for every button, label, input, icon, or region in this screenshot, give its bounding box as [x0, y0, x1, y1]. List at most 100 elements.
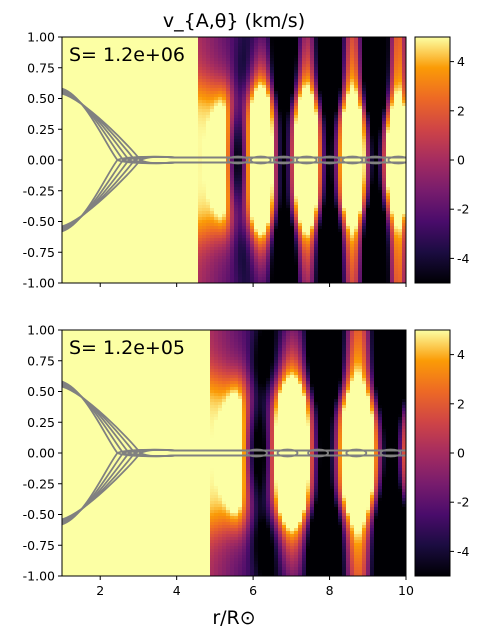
- heatmap-cell: [266, 142, 271, 146]
- heatmap-cell: [154, 70, 159, 74]
- heatmap-cell: [170, 229, 175, 233]
- heatmap-cell: [78, 130, 83, 134]
- heatmap-cell: [166, 187, 171, 191]
- heatmap-cell: [78, 115, 83, 119]
- heatmap-cell: [282, 61, 287, 65]
- heatmap-cell: [234, 265, 239, 269]
- heatmap-cell: [242, 121, 247, 125]
- heatmap-cell: [190, 232, 195, 236]
- heatmap-cell: [114, 40, 119, 44]
- heatmap-cell: [194, 199, 199, 203]
- heatmap-cell: [218, 85, 223, 89]
- heatmap-cell: [290, 70, 295, 74]
- heatmap-cell: [102, 151, 107, 155]
- heatmap-cell: [66, 61, 71, 65]
- heatmap-cell: [226, 133, 231, 137]
- heatmap-cell: [250, 43, 255, 47]
- heatmap-cell: [298, 241, 303, 245]
- heatmap-cell: [126, 40, 131, 44]
- heatmap-cell: [154, 85, 159, 89]
- heatmap-cell: [154, 136, 159, 140]
- heatmap-cell: [138, 277, 143, 281]
- heatmap-cell: [194, 268, 199, 272]
- heatmap-cell: [190, 247, 195, 251]
- heatmap-cell: [166, 232, 171, 236]
- heatmap-cell: [198, 118, 203, 122]
- heatmap-cell: [138, 169, 143, 173]
- heatmap-cell: [190, 187, 195, 191]
- heatmap-cell: [298, 127, 303, 131]
- heatmap-cell: [70, 88, 75, 92]
- heatmap-cell: [230, 274, 235, 278]
- heatmap-cell: [278, 181, 283, 185]
- heatmap-cell: [194, 40, 199, 44]
- heatmap-cell: [142, 244, 147, 248]
- heatmap-cell: [226, 127, 231, 131]
- heatmap-cell: [82, 133, 87, 137]
- heatmap-cell: [266, 145, 271, 149]
- heatmap-cell: [118, 91, 123, 95]
- heatmap-cell: [142, 241, 147, 245]
- heatmap-cell: [210, 184, 215, 188]
- heatmap-cell: [178, 196, 183, 200]
- heatmap-cell: [234, 229, 239, 233]
- heatmap-cell: [90, 49, 95, 53]
- heatmap-cell: [214, 268, 219, 272]
- heatmap-cell: [74, 247, 79, 251]
- heatmap-cell: [230, 70, 235, 74]
- heatmap-cell: [74, 184, 79, 188]
- heatmap-cell: [226, 40, 231, 44]
- heatmap-cell: [78, 118, 83, 122]
- heatmap-cell: [266, 151, 271, 155]
- heatmap-cell: [142, 259, 147, 263]
- heatmap-cell: [282, 79, 287, 83]
- heatmap-cell: [74, 211, 79, 215]
- heatmap-cell: [130, 166, 135, 170]
- heatmap-cell: [266, 109, 271, 113]
- heatmap-cell: [298, 175, 303, 179]
- heatmap-cell: [266, 118, 271, 122]
- heatmap-cell: [198, 214, 203, 218]
- heatmap-cell: [274, 226, 279, 230]
- heatmap-cell: [206, 178, 211, 182]
- heatmap-cell: [206, 133, 211, 137]
- heatmap-cell: [154, 280, 159, 283]
- heatmap-cell: [162, 85, 167, 89]
- heatmap-cell: [146, 115, 151, 119]
- heatmap-cell: [86, 235, 91, 239]
- heatmap-cell: [206, 121, 211, 125]
- heatmap-cell: [78, 40, 83, 44]
- heatmap-cell: [98, 61, 103, 65]
- heatmap-cell: [110, 256, 115, 260]
- heatmap-cell: [286, 142, 291, 146]
- heatmap-cell: [126, 118, 131, 122]
- heatmap-cell: [102, 106, 107, 110]
- heatmap-cell: [246, 265, 251, 269]
- heatmap-cell: [202, 127, 207, 131]
- heatmap-cell: [178, 145, 183, 149]
- heatmap-cell: [98, 256, 103, 260]
- heatmap-cell: [174, 265, 179, 269]
- heatmap-cell: [110, 112, 115, 116]
- heatmap-cell: [158, 79, 163, 83]
- heatmap-cell: [202, 271, 207, 275]
- heatmap-cell: [202, 220, 207, 224]
- heatmap-cell: [274, 229, 279, 233]
- heatmap-cell: [214, 124, 219, 128]
- heatmap-cell: [162, 100, 167, 104]
- heatmap-cell: [114, 262, 119, 266]
- heatmap-cell: [162, 43, 167, 47]
- heatmap-cell: [158, 163, 163, 167]
- heatmap-cell: [238, 190, 243, 194]
- heatmap-cell: [162, 187, 167, 191]
- heatmap-cell: [230, 271, 235, 275]
- heatmap-cell: [258, 121, 263, 125]
- heatmap-cell: [282, 121, 287, 125]
- heatmap-cell: [230, 52, 235, 56]
- heatmap-cell: [246, 238, 251, 242]
- heatmap-cell: [70, 55, 75, 59]
- heatmap-cell: [278, 259, 283, 263]
- heatmap-cell: [78, 202, 83, 206]
- heatmap-cell: [230, 217, 235, 221]
- heatmap-cell: [154, 160, 159, 164]
